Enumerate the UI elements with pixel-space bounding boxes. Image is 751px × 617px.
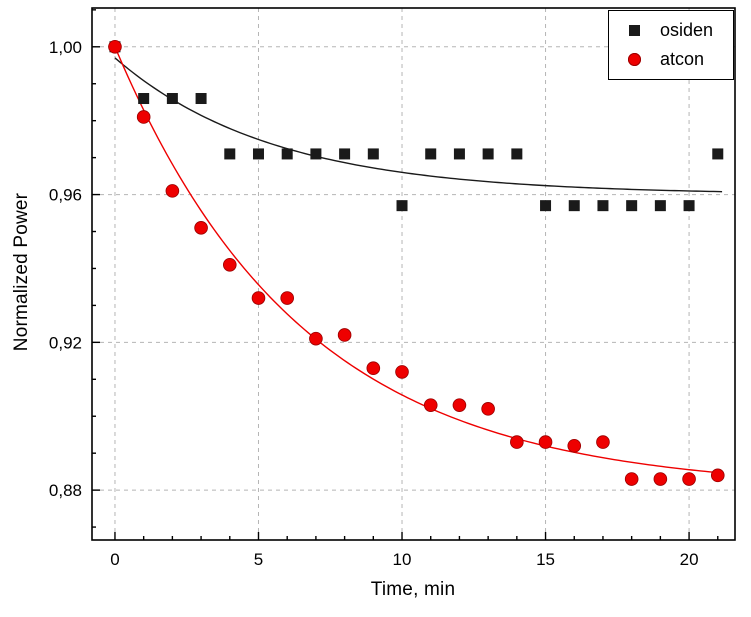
- data-point-atcon: [567, 438, 582, 453]
- x-tick-label: 15: [536, 550, 555, 569]
- data-point-osiden: [626, 200, 638, 212]
- square-marker-icon: [629, 25, 641, 36]
- data-point-osiden: [396, 200, 408, 212]
- legend-marker-box: [622, 25, 648, 36]
- data-point-osiden: [252, 148, 264, 160]
- data-point-atcon: [280, 291, 294, 305]
- data-point-atcon: [136, 110, 151, 124]
- data-point-osiden: [712, 148, 724, 160]
- data-point-atcon: [596, 435, 610, 449]
- data-point-osiden: [339, 148, 351, 160]
- data-point-atcon: [481, 402, 495, 416]
- data-point-atcon: [624, 472, 639, 486]
- x-tick-label: 10: [393, 550, 412, 569]
- data-point-atcon: [452, 398, 467, 412]
- data-point-atcon: [510, 435, 524, 449]
- data-point-atcon: [395, 365, 409, 379]
- data-point-atcon: [309, 331, 323, 346]
- data-point-atcon: [337, 328, 352, 342]
- data-point-osiden: [195, 93, 207, 105]
- y-tick-label: 0,88: [49, 481, 82, 500]
- y-tick-label: 0,96: [49, 186, 82, 205]
- data-point-osiden: [281, 148, 293, 160]
- x-axis-title: Time, min: [370, 579, 456, 600]
- data-point-osiden: [597, 200, 609, 212]
- data-point-osiden: [425, 148, 437, 160]
- circle-marker-icon: [628, 53, 642, 66]
- data-point-osiden: [367, 148, 379, 160]
- data-point-osiden: [138, 93, 150, 105]
- data-point-atcon: [710, 468, 725, 483]
- data-point-atcon: [108, 39, 122, 54]
- legend-label-atcon: atcon: [659, 49, 704, 69]
- y-tick-label: 1,00: [49, 38, 82, 57]
- data-point-osiden: [511, 148, 523, 160]
- fit-line-atcon: [114, 46, 723, 474]
- fit-line-osiden: [114, 57, 723, 193]
- legend-label-osiden: osiden: [659, 20, 713, 40]
- data-point-atcon: [366, 361, 381, 376]
- y-tick-label: 0,92: [49, 333, 82, 352]
- x-tick-label: 0: [110, 550, 119, 569]
- legend-item-osiden: osiden: [622, 17, 713, 44]
- data-point-atcon: [165, 184, 180, 198]
- data-point-osiden: [166, 93, 178, 105]
- data-point-osiden: [310, 148, 322, 160]
- legend-item-atcon: atcon: [622, 46, 713, 73]
- legend-marker-box: [622, 53, 648, 66]
- data-point-atcon: [251, 291, 266, 305]
- data-point-osiden: [654, 200, 666, 212]
- data-point-osiden: [453, 148, 465, 160]
- x-tick-label: 20: [680, 550, 699, 569]
- data-point-atcon: [682, 472, 696, 486]
- plot-border: [91, 7, 736, 541]
- data-point-osiden: [683, 200, 695, 212]
- legend: osiden atcon: [607, 10, 734, 80]
- data-point-atcon: [653, 472, 668, 486]
- data-point-osiden: [540, 200, 552, 212]
- data-point-atcon: [423, 398, 438, 412]
- data-point-osiden: [224, 148, 236, 160]
- data-point-osiden: [482, 148, 494, 160]
- y-axis-title: Normalized Power: [11, 192, 32, 352]
- data-point-atcon: [222, 257, 237, 272]
- data-point-atcon: [538, 435, 553, 449]
- x-tick-label: 5: [254, 550, 263, 569]
- data-point-osiden: [568, 200, 580, 212]
- data-point-atcon: [194, 221, 208, 235]
